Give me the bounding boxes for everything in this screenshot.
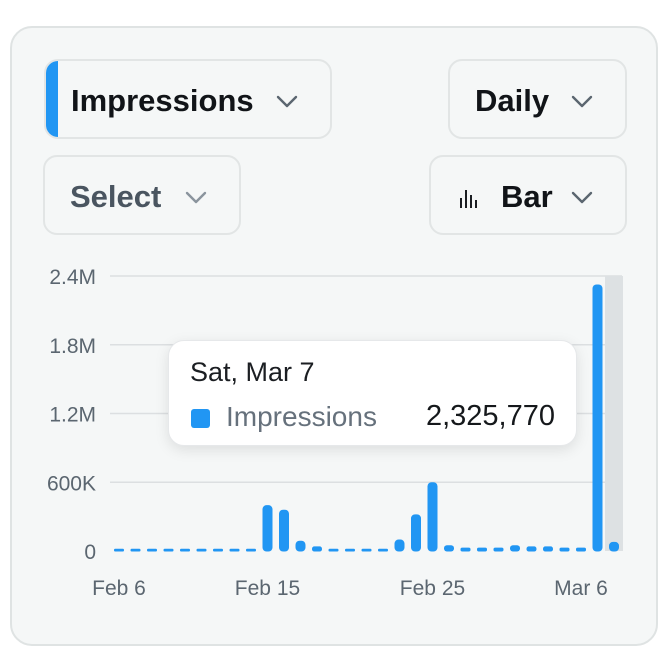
chart-bar bbox=[246, 548, 256, 552]
hover-highlight bbox=[605, 276, 623, 551]
compare-select-dropdown[interactable]: Select bbox=[43, 155, 241, 235]
chart-bar bbox=[526, 546, 537, 552]
tooltip-series-swatch bbox=[191, 409, 210, 428]
chart-bar bbox=[543, 546, 553, 552]
y-tick-label: 1.8M bbox=[49, 335, 96, 358]
chart-bar bbox=[592, 284, 603, 552]
chart-bar bbox=[114, 548, 124, 552]
chart-bar bbox=[345, 548, 355, 552]
period-dropdown-label: Daily bbox=[475, 83, 550, 118]
chevron-down-icon bbox=[571, 191, 593, 204]
chart-bar bbox=[295, 540, 306, 552]
chart-tooltip: Sat, Mar 7 Impressions 2,325,770 bbox=[168, 340, 577, 446]
metric-accent-bar bbox=[46, 61, 58, 137]
chart-bar bbox=[510, 545, 520, 552]
chart-bar bbox=[411, 514, 421, 552]
chart-bar bbox=[394, 539, 405, 552]
y-tick-label: 1.2M bbox=[49, 404, 96, 427]
chart-bar bbox=[361, 548, 372, 552]
y-tick-label: 600K bbox=[47, 472, 96, 495]
x-tick-label: Feb 6 bbox=[92, 577, 146, 600]
x-tick-label: Mar 6 bbox=[554, 577, 608, 600]
bar-chart-icon bbox=[460, 190, 477, 208]
chart-bar bbox=[493, 547, 504, 552]
x-tick-label: Feb 15 bbox=[235, 577, 300, 600]
chart-type-dropdown[interactable]: Bar bbox=[429, 155, 627, 235]
chart-type-label: Bar bbox=[501, 179, 553, 214]
chart-bar bbox=[196, 548, 207, 552]
chart-bar bbox=[609, 541, 619, 552]
chart-bar bbox=[328, 548, 339, 552]
compare-select-label: Select bbox=[70, 179, 162, 214]
x-tick-label: Feb 25 bbox=[400, 577, 465, 600]
chart-bar bbox=[312, 546, 322, 552]
chart-bar bbox=[477, 547, 487, 552]
chart-bar bbox=[213, 548, 223, 552]
chart-bar bbox=[229, 548, 240, 552]
chevron-down-icon bbox=[276, 95, 298, 108]
chart-bar bbox=[279, 509, 289, 552]
chart-bar bbox=[147, 548, 157, 552]
chart-bar bbox=[427, 482, 438, 552]
chart-bar bbox=[576, 547, 586, 552]
chart-bar bbox=[163, 548, 174, 552]
chart-bar bbox=[559, 547, 570, 552]
chart-bar bbox=[262, 505, 273, 552]
period-dropdown[interactable]: Daily bbox=[448, 59, 627, 139]
impressions-bar-chart: 0 600K 1.2M 1.8M 2.4M Feb 6 Feb 15 Feb 25 Mar 6 bbox=[47, 266, 623, 600]
chart-bar bbox=[444, 545, 454, 552]
metric-dropdown-label: Impressions bbox=[71, 83, 254, 118]
chevron-down-icon bbox=[571, 95, 593, 108]
chevron-down-icon bbox=[185, 191, 207, 204]
y-tick-label: 0 bbox=[84, 541, 96, 564]
chart-bar bbox=[378, 548, 388, 552]
tooltip-series-name: Impressions bbox=[226, 401, 377, 432]
metric-dropdown[interactable]: Impressions bbox=[44, 59, 332, 139]
chart-bar bbox=[180, 548, 190, 552]
y-tick-label: 2.4M bbox=[49, 266, 96, 289]
tooltip-value: 2,325,770 bbox=[425, 400, 555, 432]
chart-bar bbox=[460, 547, 471, 552]
chart-bar bbox=[130, 548, 141, 552]
tooltip-date: Sat, Mar 7 bbox=[190, 357, 315, 387]
